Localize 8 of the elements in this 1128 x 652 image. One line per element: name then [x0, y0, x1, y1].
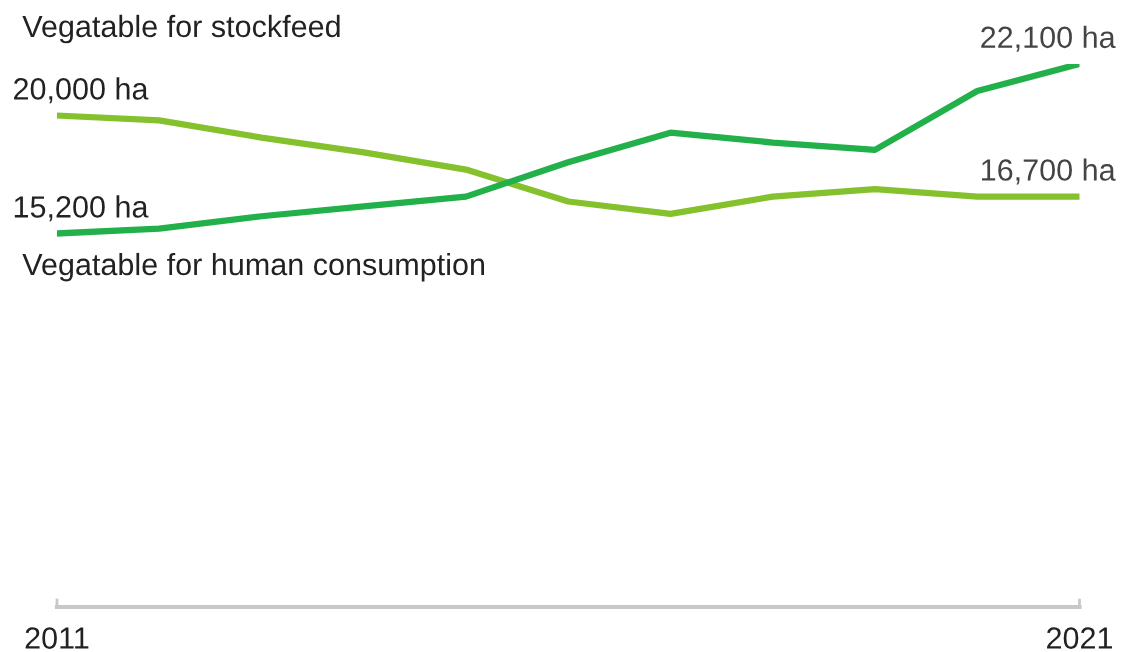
x-tick-label: 2011: [25, 627, 89, 649]
series-label: Vegatable for human consumption: [22, 252, 484, 282]
data-label: 22,100 ha: [981, 25, 1116, 52]
x-tick-label: 2021: [1047, 627, 1112, 649]
data-label: 16,700 ha: [982, 158, 1116, 185]
data-label: 15,200 ha: [14, 195, 149, 222]
text: Vegatable for stockfeed: [22, 14, 340, 44]
data-label: 20,000 ha: [14, 77, 149, 104]
